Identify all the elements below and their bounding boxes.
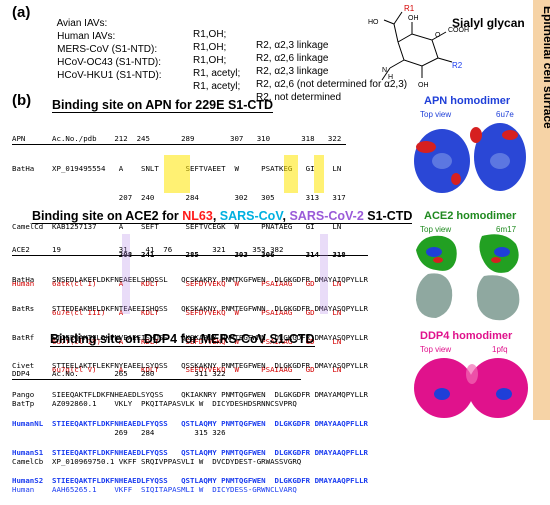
ddp4-structure-image — [414, 358, 528, 418]
alignment-row: Civet STTEELAKTFLEKFNYEAEELSYQSS QSSKAKN… — [12, 361, 368, 371]
apn-highlight — [164, 155, 190, 193]
epithelial-surface-label: Epithelial cell surface — [541, 6, 550, 129]
alignment-row: BatHa SNSEDLAKEFLDKFNEAEELSHQSSL QCSKAKR… — [12, 274, 368, 284]
alignment-row: BatRf STIEEQAKTFLDKFNVEAEEISHQSS QKSKARN… — [12, 332, 368, 342]
virus-name: Avian IAVs: — [56, 18, 108, 29]
heading-sars-cov: SARS-CoV — [219, 209, 283, 223]
alignment-row: Pango SIEEQAKTFLDKFNHEAEDLSYQSS QKIAKNRY… — [12, 390, 368, 400]
glycan-title: Sialyl glycan — [452, 16, 525, 30]
ace2-structure-panel: ACE2 homodimer Top view 6m17 — [412, 210, 532, 325]
heading-suffix: S1-CTD — [363, 209, 413, 223]
structure-title: ACE2 homodimer — [424, 210, 517, 222]
oh-label-2: OH — [418, 82, 429, 89]
apn-highlight — [284, 155, 298, 193]
structure-code: 6u7e — [496, 110, 514, 119]
r2-value: R2, not determined — [256, 92, 342, 103]
n-label: N — [382, 67, 387, 74]
r2-value: R2, α2,6 (not determined for α2,3) — [256, 79, 408, 90]
apn-heading: Binding site on APN for 229E S1-CTD — [52, 98, 274, 113]
alignment-header: ACE2 19 31 41 76 321 353 382 — [12, 245, 368, 256]
ddp4-structure-panel: DDP4 homodimer Top view 1pfq — [412, 330, 532, 420]
apn-structure-panel: APN homodimer Top view 6u7e — [412, 95, 532, 205]
apn-structure-image — [414, 123, 526, 193]
heading-nl63: NL63 — [182, 209, 213, 223]
alignment-row: 269 284 315 326 — [12, 427, 226, 437]
apn-alignment: APN Ac.No./pdb 212 245 289 307 310 318 3… — [12, 115, 346, 385]
sialyl-glycan-structure: R1 HO OH O COOH R2 N H OH — [368, 4, 469, 89]
r1-value: R1,OH; — [193, 42, 227, 53]
r1-value: R1, acetyl; — [193, 68, 241, 79]
structure-subtitle: Top view — [420, 225, 452, 234]
ace2-structure-image — [416, 234, 520, 321]
alignment-row: 6u7g(cl V) A KDLT SEFDYVEKQ W PSAIAAG GD… — [12, 365, 342, 375]
structure-subtitle: Top view — [420, 345, 452, 354]
r2-value: R2, α2,3 linkage — [256, 40, 329, 51]
alignment-row: CamelCd KAB1257137 A SEFT SEFTVCEGK W PN… — [12, 221, 342, 231]
ace2-highlight — [320, 234, 328, 314]
r1-value: R1,OH; — [193, 55, 227, 66]
panel-a-rows: Avian IAVs: R1,OH; R2, α2,3 linkage Huma… — [46, 7, 408, 103]
r2-label: R2 — [452, 61, 463, 70]
alignment-row: 6u7e(cl III) A KDLT SEFDYVEKQ W PSAIAAG … — [12, 307, 342, 317]
virus-row: Avian IAVs: R1,OH; R2, α2,3 linkage — [46, 7, 329, 51]
r1-label: R1 — [404, 4, 415, 13]
r2-value: R2, α2,6 linkage — [256, 53, 329, 64]
alignment-header: DDP4 Ac.No. 265 280 311 322 — [12, 369, 302, 380]
virus-name: HCoV-HKU1 (S1-NTD): — [57, 70, 162, 81]
virus-row: MERS-CoV (S1-NTD): R1,OH; R2, α2,3 linka… — [46, 33, 328, 77]
oh-label: OH — [408, 15, 419, 22]
ddp4-heading: Binding site on DDP4 for MERS-CoV S1-CTD — [50, 332, 315, 347]
panel-b-label: (b) — [12, 92, 32, 109]
r1-value: R1, acetyl; — [193, 81, 241, 92]
structure-title: DDP4 homodimer — [420, 330, 513, 342]
structure-title: APN homodimer — [424, 95, 511, 107]
cooh-label: COOH — [448, 27, 469, 34]
h-label: H — [388, 74, 393, 81]
heading-separator: , — [212, 209, 220, 223]
r2-value: R2, α2,3 linkage — [256, 66, 329, 77]
heading-prefix: Binding site on ACE2 for — [32, 209, 183, 223]
virus-name: HCoV-OC43 (S1-NTD): — [57, 57, 162, 68]
ace2-highlight — [122, 234, 130, 314]
alignment-row: Human 6atk(cl I) A KDLT SEFDYVEKQ W PSAI… — [12, 279, 342, 289]
alignment-row: BatHa XP_019495554 A SNLT SEFTVAEET W PS… — [12, 163, 342, 173]
alignment-row: 6u7f(cl IV) A KDLT SEFDYVEKQ W PSAIAAG G… — [12, 336, 342, 346]
apn-highlight — [314, 155, 324, 193]
structure-subtitle: Top view — [420, 110, 452, 119]
alignment-row: 207 240 284 302 305 313 317 — [12, 192, 346, 202]
virus-row: Human IAVs: R1,OH; R2, α2,6 linkage — [46, 20, 328, 64]
heading-separator: , — [282, 209, 290, 223]
alignment-header: APN Ac.No./pdb 212 245 289 307 310 318 3… — [12, 134, 346, 145]
structure-code: 1pfq — [492, 345, 508, 354]
ace2-heading: Binding site on ACE2 for NL63, SARS-CoV,… — [32, 209, 413, 224]
alignment-row: BatTp AZ092860.1 VKLY PKQITAPASVLK W DIC… — [12, 398, 297, 408]
structure-code: 6m17 — [496, 225, 517, 234]
virus-name: Human IAVs: — [57, 31, 116, 42]
alignment-row: 208 241 285 303 306 314 318 — [12, 250, 346, 260]
heading-sars-cov-2: SARS-CoV-2 — [289, 209, 364, 223]
alignment-row: Human AAH65265.1 VKFF SIQITAPASMLI W DIC… — [12, 485, 297, 495]
virus-name: MERS-CoV (S1-NTD): — [57, 44, 158, 55]
alignment-row: CamelCb XP_010969750.1 VKFF SRQIVPPASVLI… — [12, 456, 302, 466]
virus-row: HCoV-HKU1 (S1-NTD): R1, acetyl; R2, not … — [46, 59, 341, 103]
virus-row: HCoV-OC43 (S1-NTD): R1, acetyl; R2, α2,6… — [46, 46, 407, 90]
ddp4-alignment: DDP4 Ac.No. 265 280 311 322 BatTp AZ0928… — [12, 350, 302, 505]
panel-a-label: (a) — [12, 4, 31, 21]
r1-value: R1,OH; — [193, 29, 227, 40]
alignment-row: BatRs STTEDEAKMFLDKFNTEAEEISHQSS QKSKAKN… — [12, 303, 368, 313]
epithelial-surface-bar — [533, 0, 550, 420]
ho-label: HO — [368, 19, 379, 26]
o-label: O — [435, 32, 441, 39]
